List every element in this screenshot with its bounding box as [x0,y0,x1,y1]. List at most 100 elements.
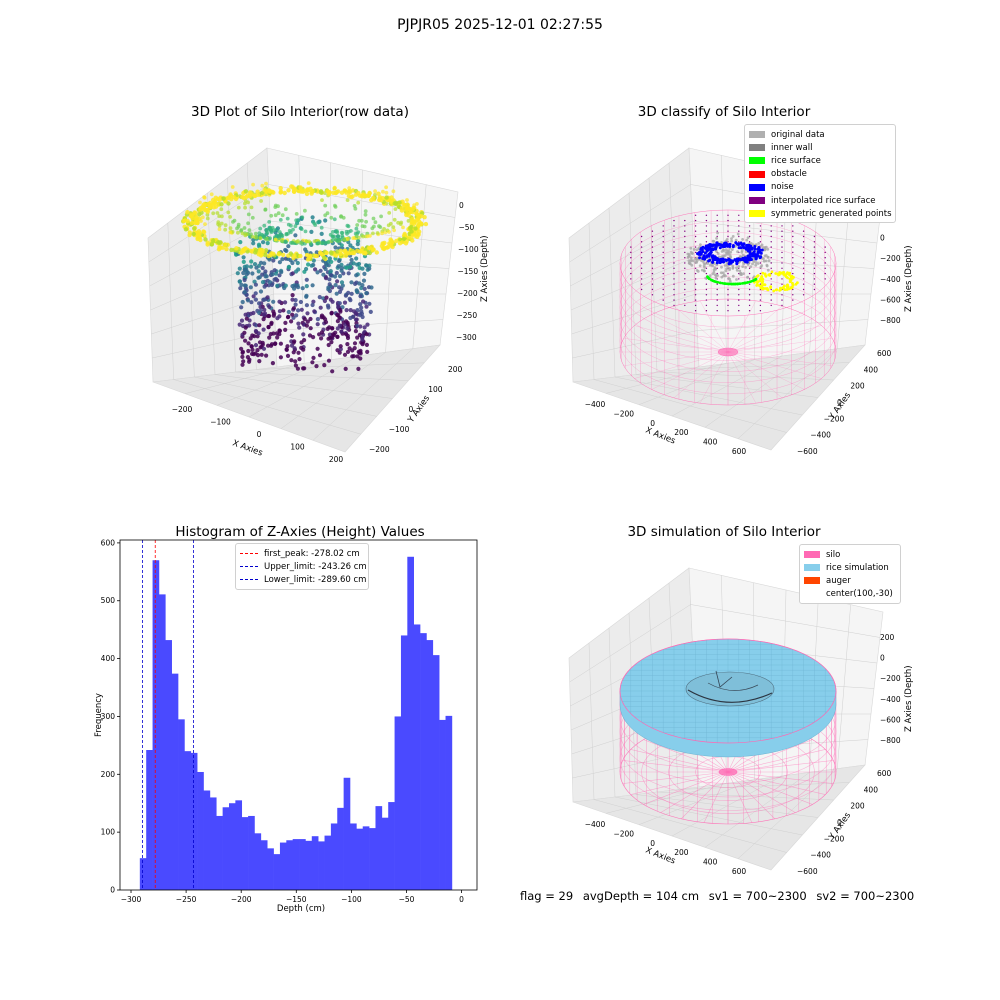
scatter-point [368,234,372,238]
scatter-point [289,358,294,363]
original-point [730,239,733,243]
x-tick-label: −200 [613,829,634,838]
scatter-point [338,307,343,313]
interpolated-point [694,246,697,248]
legend-label: symmetric generated points [771,208,892,219]
symmetric-point [763,272,767,276]
scatter-point [345,320,350,325]
interpolated-point [705,241,708,243]
scatter-point [273,237,278,242]
interpolated-point [802,267,805,269]
scatter-point [365,349,370,354]
interpolated-point [748,288,751,291]
original-point [751,262,754,266]
interpolated-point [748,304,751,307]
scatter-point [384,185,388,190]
hist-bar [356,828,364,890]
scatter-point [329,311,334,316]
scatter-point [398,222,403,226]
original-point [742,272,745,275]
original-point [754,261,758,264]
interpolated-point [662,283,664,285]
interpolated-point [705,283,708,285]
y-tick-label: 300 [101,712,116,721]
hist-bar [369,828,376,890]
scatter-point [311,335,316,340]
scatter-point [355,323,360,328]
scatter-point [356,366,361,371]
hist-bar [407,556,414,890]
noise-point [726,258,730,262]
noise-point [760,248,764,252]
noise-point [714,257,718,261]
scatter-point [359,305,364,310]
interpolated-point [684,262,686,264]
scatter-point [359,218,364,223]
interpolated-point [813,278,816,280]
interpolated-point [684,225,686,227]
scatter-point [343,293,348,298]
scatter-point [218,240,223,245]
scatter-point [198,237,203,243]
scatter-point [230,185,235,189]
scatter-point [422,215,427,220]
scatter-point [319,330,325,335]
interpolated-point [716,288,718,291]
scatter-point [201,207,207,212]
scatter-point [246,270,251,275]
scatter-point [367,190,372,196]
scatter-point [365,231,370,236]
scatter-point [345,326,350,331]
original-point [730,237,733,240]
original-point [728,266,731,270]
silo-wire-spoke [727,771,826,795]
noise-point [750,247,754,251]
symmetric-point [774,288,778,292]
p2-left-pane [568,147,700,383]
scatter-point [338,344,343,349]
scatter-point [263,248,269,253]
scatter-point [339,286,344,291]
scatter-point [246,348,251,354]
scatter-point [325,326,330,331]
scatter-point [253,297,258,302]
scatter-point [291,227,295,232]
scatter-point [244,232,249,237]
figure-title: PJPJR05 2025-12-01 02:27:55 [397,17,603,33]
scatter-point [242,283,247,288]
scatter-point [367,263,372,268]
original-point [703,266,706,269]
scatter-point [391,189,396,194]
interpolated-point [792,251,794,254]
original-point [741,265,745,268]
scatter-point [298,299,303,305]
scatter-point [285,353,291,358]
interpolated-point [662,272,664,275]
scatter-point [203,237,208,242]
interpolated-point [673,230,675,232]
scatter-point [310,302,315,308]
scatter-point [371,247,376,252]
y-tick-label: 400 [101,654,116,663]
symmetric-point [768,273,771,276]
scatter-point [313,253,318,259]
scatter-point [362,271,367,276]
interpolated-point [662,278,664,280]
scatter-point [217,197,222,202]
interpolated-point [630,267,632,269]
legend-swatch [749,157,765,165]
scatter-point [253,343,259,348]
scatter-point [356,261,362,267]
interpolated-point [662,225,664,227]
scatter-point [237,279,242,284]
scatter-point [252,334,257,339]
scatter-point [200,215,205,220]
noise-point [699,252,703,256]
symmetric-point [756,274,760,277]
scatter-point [276,252,281,257]
hist-bar [318,841,325,890]
z-tick-label: 200 [880,633,895,642]
interpolated-point [640,278,643,280]
scatter-point [332,217,337,222]
interpolated-point [770,241,772,243]
